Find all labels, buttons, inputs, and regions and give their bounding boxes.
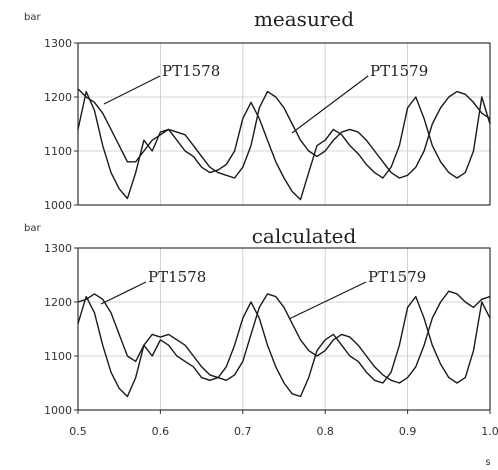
x-axis-label: s [485, 457, 490, 468]
x-tick-label: 0.6 [152, 425, 170, 438]
y-tick-label: 1300 [44, 37, 72, 50]
x-tick-label: 0.9 [399, 425, 417, 438]
y-tick-label: 1000 [44, 404, 72, 417]
chart-title: calculated [252, 224, 357, 248]
y-axis-label: bar [24, 223, 41, 234]
series-line-pt1578 [77, 90, 491, 201]
series-leader-line [100, 281, 147, 305]
plot-frame [77, 247, 491, 411]
series-leader-line [291, 75, 369, 134]
x-tick-label: 1.0 [481, 425, 498, 438]
y-tick-label: 1200 [44, 296, 72, 309]
series-label-pt1579: PT1579 [370, 62, 428, 80]
chart-title: measured [254, 7, 354, 31]
series-line-pt1578 [77, 295, 491, 398]
y-tick-label: 1100 [44, 145, 72, 158]
series-leader-line [288, 281, 367, 320]
chart-measured: measured bar 1000 1100 1200 1300 PT1578 PT1579 [24, 7, 491, 212]
series-leader-line [103, 75, 161, 105]
series-line-pt1579 [77, 290, 491, 384]
y-axis-label: bar [24, 12, 41, 23]
x-tick-label: 0.7 [234, 425, 252, 438]
series-label-pt1578: PT1578 [148, 268, 206, 286]
series-label-pt1578: PT1578 [162, 62, 220, 80]
y-tick-label: 1300 [44, 242, 72, 255]
y-tick-label: 1000 [44, 199, 72, 212]
series-line-pt1579 [77, 88, 491, 179]
series-label-pt1579: PT1579 [368, 268, 426, 286]
x-tick-label: 0.5 [69, 425, 87, 438]
x-tick-label: 0.8 [316, 425, 334, 438]
y-tick-label: 1200 [44, 91, 72, 104]
chart-calculated: calculated bar 1000 1100 1200 1300 0.5 0.6 0.7 0.… [24, 223, 498, 468]
y-tick-label: 1100 [44, 350, 72, 363]
